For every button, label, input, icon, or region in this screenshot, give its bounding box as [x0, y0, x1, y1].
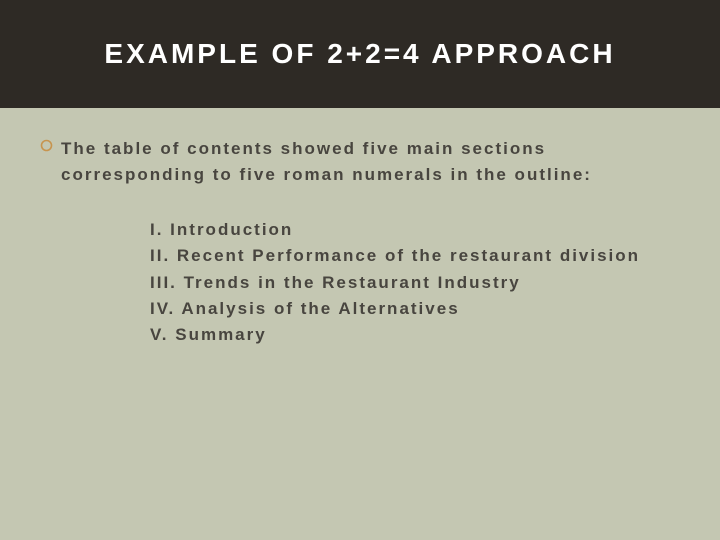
header-bar: EXAMPLE OF 2+2=4 APPROACH: [0, 0, 720, 108]
outline-item: II. Recent Performance of the restaurant…: [150, 243, 680, 269]
outline-item: I. Introduction: [150, 217, 680, 243]
intro-bullet-row: The table of contents showed five main s…: [40, 136, 680, 187]
intro-text: The table of contents showed five main s…: [61, 136, 680, 187]
slide: EXAMPLE OF 2+2=4 APPROACH The table of c…: [0, 0, 720, 540]
outline-item: V. Summary: [150, 322, 680, 348]
outline-item: III. Trends in the Restaurant Industry: [150, 270, 680, 296]
outline-item: IV. Analysis of the Alternatives: [150, 296, 680, 322]
circle-bullet-icon: [40, 139, 53, 157]
slide-title: EXAMPLE OF 2+2=4 APPROACH: [0, 38, 720, 70]
outline-list: I. Introduction II. Recent Performance o…: [150, 217, 680, 349]
circle-bullet-shape: [42, 141, 52, 151]
slide-content: The table of contents showed five main s…: [0, 108, 720, 349]
